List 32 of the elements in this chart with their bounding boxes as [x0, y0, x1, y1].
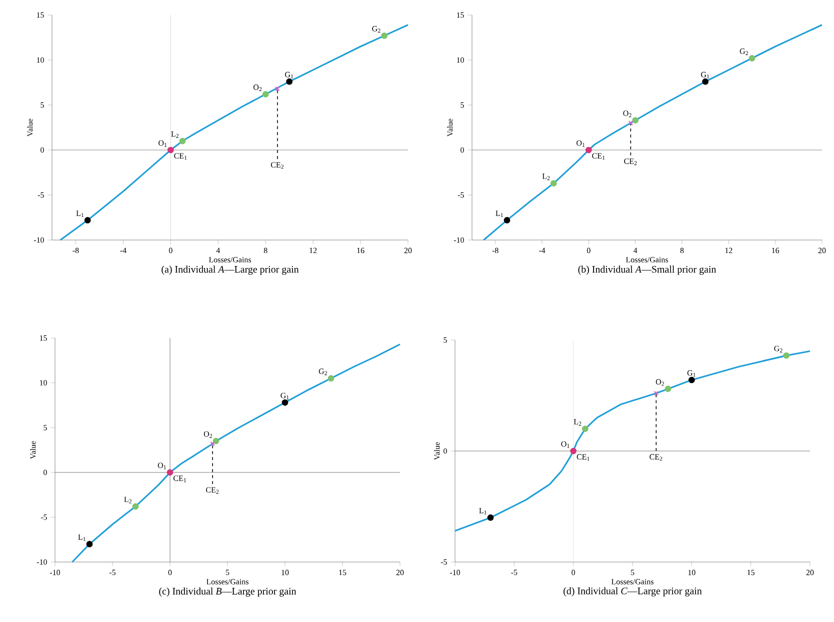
point — [166, 469, 174, 476]
point — [487, 514, 494, 521]
point — [210, 441, 215, 446]
point — [550, 180, 557, 186]
point — [381, 32, 388, 39]
point — [628, 120, 634, 126]
point — [632, 117, 639, 124]
point — [286, 78, 293, 85]
point — [702, 78, 709, 85]
point — [783, 352, 790, 359]
point — [328, 375, 334, 382]
text: (a) Individual A—Large prior gain — [162, 266, 299, 275]
point — [86, 540, 93, 548]
point — [275, 86, 280, 92]
point — [282, 399, 288, 406]
point — [582, 426, 588, 432]
text: (b) Individual A—Small prior gain — [578, 266, 716, 275]
point — [654, 390, 659, 396]
text: (c) Individual B—Large prior gain — [159, 588, 296, 597]
point — [167, 146, 174, 154]
point — [748, 55, 756, 62]
point — [585, 146, 592, 154]
point — [664, 386, 672, 392]
point — [84, 217, 91, 224]
point — [570, 448, 577, 454]
point — [504, 217, 510, 224]
point — [262, 91, 269, 98]
point — [132, 503, 139, 510]
point — [212, 438, 220, 444]
point — [688, 376, 695, 384]
text: (d) Individual C—Large prior gain — [564, 587, 702, 596]
point — [179, 138, 186, 144]
